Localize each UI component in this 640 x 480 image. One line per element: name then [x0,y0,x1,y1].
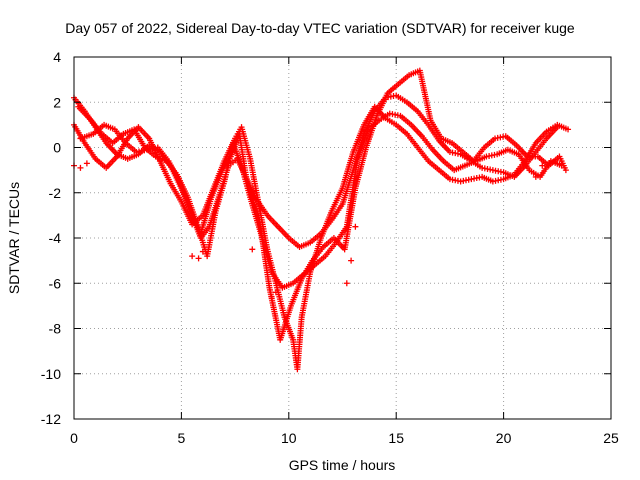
y-tick-label: -6 [49,275,62,291]
x-tick-label: 5 [178,430,186,446]
data-marks [71,67,572,373]
data-point [565,126,572,133]
data-point [195,255,202,262]
chart-title: Day 057 of 2022, Sidereal Day-to-day VTE… [65,20,575,36]
data-point [77,164,84,171]
data-point [348,257,355,264]
x-tick-label: 0 [70,430,78,446]
y-tick-label: -2 [49,185,62,201]
data-point [272,289,279,296]
y-tick-label: -4 [49,230,62,246]
data-point [562,167,569,174]
y-axis-label: SDTVAR / TECUs [6,182,22,294]
x-axis-label: GPS time / hours [289,457,396,473]
y-tick-label: 4 [53,49,61,65]
data-point [189,253,196,260]
data-point [352,223,359,230]
x-tick-label: 20 [496,430,512,446]
data-point [539,162,546,169]
data-point [83,160,90,167]
data-point [343,280,350,287]
data-point [268,293,275,300]
x-tick-label: 10 [281,430,297,446]
data-point [532,173,539,180]
y-tick-label: -10 [41,366,61,382]
grid [74,57,611,419]
x-tick-label: 25 [603,430,619,446]
x-tick-label: 15 [388,430,404,446]
y-tick-label: -12 [41,411,61,427]
data-point [199,248,206,255]
data-point [249,246,256,253]
y-tick-label: 0 [53,140,61,156]
y-tick-label: 2 [53,94,61,110]
y-tick-label: -8 [49,321,62,337]
data-point [255,216,262,223]
